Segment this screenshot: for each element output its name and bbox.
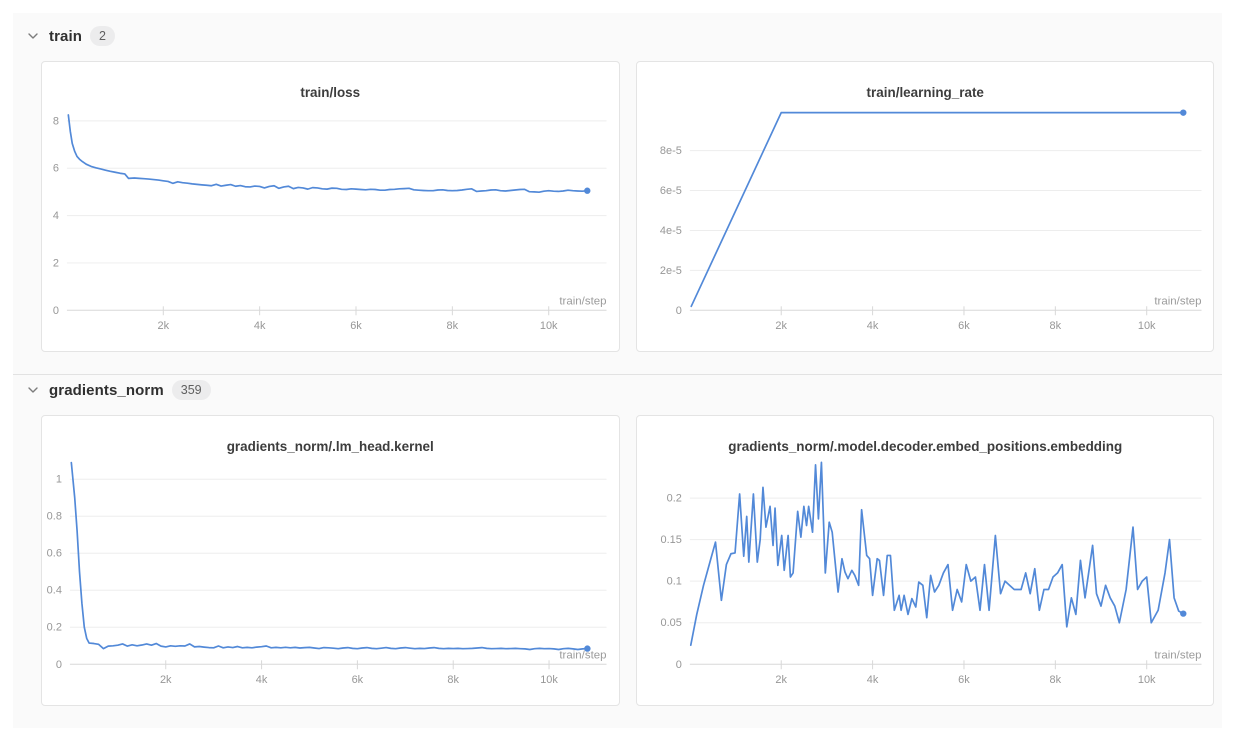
x-tick-label: 8k — [447, 320, 459, 332]
y-tick-label: 6 — [53, 163, 59, 175]
metric-line — [67, 114, 589, 194]
panel-section-gradients_norm: gradients_norm 359 gradients_norm/.lm_head… — [13, 375, 1222, 706]
section-header-gradients_norm[interactable]: gradients_norm 359 — [13, 375, 1222, 405]
chart-title: train/loss — [300, 85, 360, 100]
x-tick-label: 6k — [958, 320, 970, 332]
chart-title: gradients_norm/.model.decoder.embed_posi… — [728, 439, 1122, 454]
chevron-down-icon[interactable] — [25, 382, 41, 398]
y-tick-label: 0.8 — [47, 511, 62, 523]
y-tick-label: 0.1 — [666, 576, 681, 588]
y-tick-label: 0.05 — [660, 617, 681, 629]
y-tick-label: 6e-5 — [659, 185, 681, 197]
metric-line — [689, 111, 1184, 308]
x-tick-label: 2k — [157, 320, 169, 332]
x-tick-label: 6k — [958, 674, 970, 686]
panel-section-train: train 2 train/loss 0 2 4 6 8 2k 4k 6k 8k 10k train/st… — [13, 21, 1222, 352]
metrics-workspace: train 2 train/loss 0 2 4 6 8 2k 4k 6k 8k 10k train/st… — [13, 13, 1222, 728]
x-tick-label: 10k — [1137, 320, 1155, 332]
y-tick-label: 1 — [56, 474, 62, 486]
x-tick-label: 4k — [254, 320, 266, 332]
y-tick-label: 0.2 — [47, 622, 62, 634]
y-tick-label: 0.15 — [660, 534, 681, 546]
chart-panel[interactable]: gradients_norm/.lm_head.kernel 0 0.2 0.4 0.6… — [41, 415, 620, 706]
chart-panel[interactable]: train/learning_rate 0 2e-5 4e-5 6e-5 8e-5 2k 4k… — [635, 61, 1214, 352]
y-tick-label: 4e-5 — [659, 225, 681, 237]
x-tick-label: 10k — [1137, 674, 1155, 686]
section-count-badge: 359 — [171, 379, 211, 401]
section-header-train[interactable]: train 2 — [13, 21, 1222, 51]
x-tick-label: 4k — [866, 674, 878, 686]
metric-line — [689, 461, 1184, 647]
y-tick-label: 2e-5 — [659, 265, 681, 277]
y-tick-label: 8 — [53, 115, 59, 127]
charts-grid: train/loss 0 2 4 6 8 2k 4k 6k 8k 10k train/step trai… — [41, 61, 1214, 352]
y-tick-label: 0 — [53, 305, 59, 317]
y-tick-label: 2 — [53, 257, 59, 269]
section-title: train — [49, 27, 83, 45]
x-tick-label: 2k — [775, 320, 787, 332]
x-axis-label: train/step — [1154, 295, 1201, 307]
chart-title: gradients_norm/.lm_head.kernel — [227, 439, 434, 454]
charts-grid: gradients_norm/.lm_head.kernel 0 0.2 0.4 0.6… — [41, 415, 1214, 706]
x-tick-label: 2k — [160, 674, 172, 686]
y-tick-label: 0.6 — [47, 548, 62, 560]
y-tick-label: 0 — [675, 659, 681, 671]
y-tick-label: 0.4 — [47, 585, 62, 597]
last-point-dot — [584, 645, 591, 652]
y-tick-label: 4 — [53, 210, 59, 222]
metric-chart: train/learning_rate 0 2e-5 4e-5 6e-5 8e-5 2k 4k… — [659, 85, 1202, 332]
y-tick-label: 0.2 — [666, 493, 681, 505]
last-point-dot — [584, 187, 591, 194]
metric-chart: gradients_norm/.model.decoder.embed_posi… — [660, 439, 1202, 686]
x-tick-label: 2k — [775, 674, 787, 686]
x-tick-label: 10k — [540, 320, 558, 332]
x-axis-label: train/step — [559, 295, 606, 307]
x-tick-label: 8k — [1049, 320, 1061, 332]
chart-title: train/learning_rate — [866, 85, 983, 100]
metric-chart: gradients_norm/.lm_head.kernel 0 0.2 0.4 0.6… — [47, 439, 607, 686]
x-tick-label: 6k — [352, 674, 364, 686]
x-tick-label: 6k — [350, 320, 362, 332]
y-tick-label: 0 — [56, 659, 62, 671]
x-tick-label: 8k — [1049, 674, 1061, 686]
y-tick-label: 8e-5 — [659, 145, 681, 157]
chart-panel[interactable]: train/loss 0 2 4 6 8 2k 4k 6k 8k 10k train/step — [41, 61, 620, 352]
chart-panel[interactable]: gradients_norm/.model.decoder.embed_posi… — [635, 415, 1214, 706]
x-tick-label: 8k — [447, 674, 459, 686]
x-tick-label: 10k — [540, 674, 558, 686]
metric-line — [70, 461, 589, 651]
x-axis-label: train/step — [1154, 649, 1201, 661]
last-point-dot — [1179, 610, 1186, 617]
last-point-dot — [1179, 109, 1186, 116]
section-title: gradients_norm — [49, 381, 164, 399]
section-divider — [13, 374, 1222, 375]
x-tick-label: 4k — [866, 320, 878, 332]
x-axis-label: train/step — [559, 649, 606, 661]
y-tick-label: 0 — [675, 305, 681, 317]
x-tick-label: 4k — [256, 674, 268, 686]
chevron-down-icon[interactable] — [25, 28, 41, 44]
section-count-badge: 2 — [90, 25, 115, 47]
metric-chart: train/loss 0 2 4 6 8 2k 4k 6k 8k 10k train/step — [53, 85, 607, 332]
